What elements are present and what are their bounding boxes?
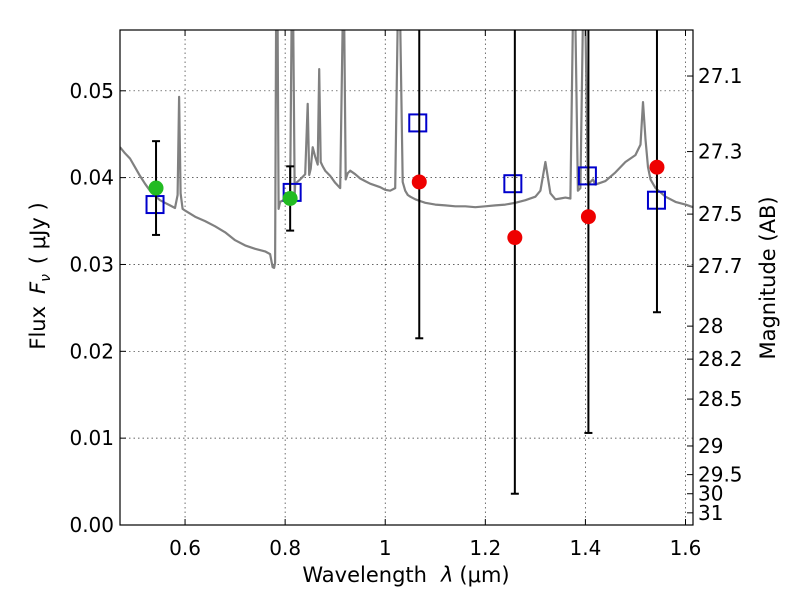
y-axis-title: FluxFν( μJy ) [26, 202, 54, 349]
y-tick-label: 0.03 [69, 252, 114, 276]
x-tick-label: 1.6 [670, 536, 702, 560]
tick-layer: 0.6 0.8 1 1.2 1.4 1.6 0.00 0.01 0.02 0.03 0.04 0.05… [69, 30, 743, 560]
plot-frame [119, 29, 694, 526]
x-tick-label: 0.6 [169, 536, 201, 560]
y2-tick-label: 28.5 [698, 387, 743, 411]
upper-limit-point [580, 209, 596, 225]
upper-limit-point [411, 174, 427, 190]
model-photometry-square [145, 195, 165, 215]
y2-tick-label: 29 [698, 434, 723, 458]
y-tick-label: 0.01 [69, 426, 114, 450]
y2-tick-label: 27.1 [698, 64, 743, 88]
x-tick-label: 1.4 [569, 536, 601, 560]
grid-layer [120, 30, 693, 525]
y2-tick-label: 27.3 [698, 140, 743, 164]
detection-point [148, 180, 164, 196]
x-axis-title: Wavelength λ (μm) [302, 563, 509, 587]
x-tick-label: 1 [379, 536, 392, 560]
model-photometry-square [577, 166, 597, 186]
y-tick-label: 0.02 [69, 339, 114, 363]
y2-tick-label: 28 [698, 314, 723, 338]
y-tick-label: 0.04 [69, 166, 114, 190]
y2-tick-label: 30 [698, 482, 723, 506]
y2-axis-title: Magnitude (AB) [756, 196, 780, 359]
y-tick-label: 0.00 [69, 513, 114, 537]
x-tick-label: 0.8 [269, 536, 301, 560]
upper-limit-point [649, 159, 665, 175]
y2-tick-label: 27.7 [698, 254, 743, 278]
model-photometry-square [408, 113, 428, 133]
spectrum-line [120, 30, 693, 269]
upper-limit-point [507, 230, 523, 246]
x-tick-label: 1.2 [469, 536, 501, 560]
y-tick-label: 0.05 [69, 79, 114, 103]
y2-tick-label: 29.5 [698, 463, 743, 487]
series-layer [120, 30, 693, 495]
model-photometry-square [503, 174, 523, 194]
detection-point [282, 190, 298, 206]
y2-tick-label: 31 [698, 501, 723, 525]
y2-tick-label: 28.2 [698, 347, 743, 371]
y2-tick-label: 27.5 [698, 202, 743, 226]
